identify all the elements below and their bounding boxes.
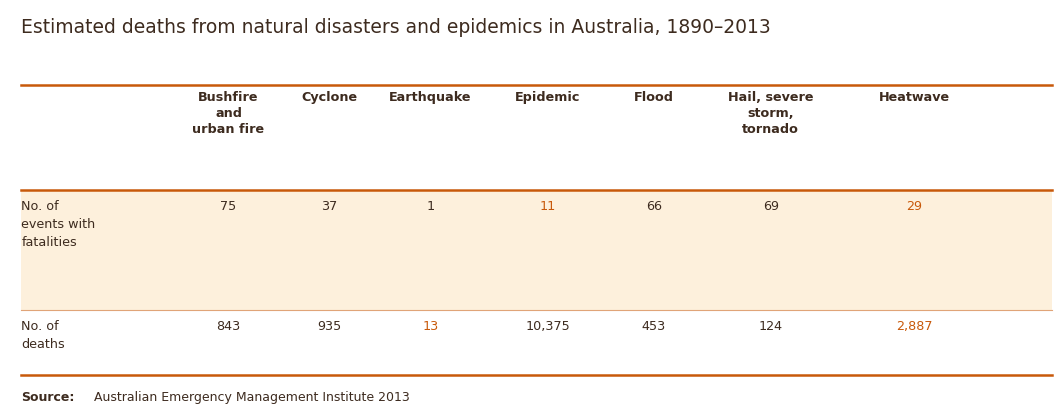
Text: 66: 66: [645, 200, 662, 213]
Text: Source:: Source:: [21, 391, 74, 404]
Text: No. of
events with
fatalities: No. of events with fatalities: [21, 200, 96, 249]
Text: 37: 37: [321, 200, 338, 213]
Text: 843: 843: [217, 320, 240, 333]
Text: Heatwave: Heatwave: [879, 91, 949, 104]
Text: 10,375: 10,375: [525, 320, 570, 333]
Text: Earthquake: Earthquake: [389, 91, 472, 104]
Text: Hail, severe
storm,
tornado: Hail, severe storm, tornado: [728, 91, 813, 136]
Text: Estimated deaths from natural disasters and epidemics in Australia, 1890–2013: Estimated deaths from natural disasters …: [21, 18, 771, 37]
Text: 11: 11: [539, 200, 556, 213]
Text: 1: 1: [426, 200, 435, 213]
Text: Australian Emergency Management Institute 2013: Australian Emergency Management Institut…: [94, 391, 409, 404]
Text: 13: 13: [422, 320, 439, 333]
Text: 935: 935: [318, 320, 341, 333]
Text: No. of
deaths: No. of deaths: [21, 320, 65, 351]
Text: 75: 75: [220, 200, 237, 213]
Text: 124: 124: [759, 320, 782, 333]
Text: 2,887: 2,887: [896, 320, 932, 333]
Text: 453: 453: [642, 320, 665, 333]
Text: 69: 69: [762, 200, 779, 213]
Text: 29: 29: [906, 200, 923, 213]
Text: Flood: Flood: [634, 91, 674, 104]
Text: Bushfire
and
urban fire: Bushfire and urban fire: [192, 91, 265, 136]
Text: Epidemic: Epidemic: [514, 91, 580, 104]
Bar: [21, 190, 1052, 310]
Text: Cyclone: Cyclone: [302, 91, 357, 104]
